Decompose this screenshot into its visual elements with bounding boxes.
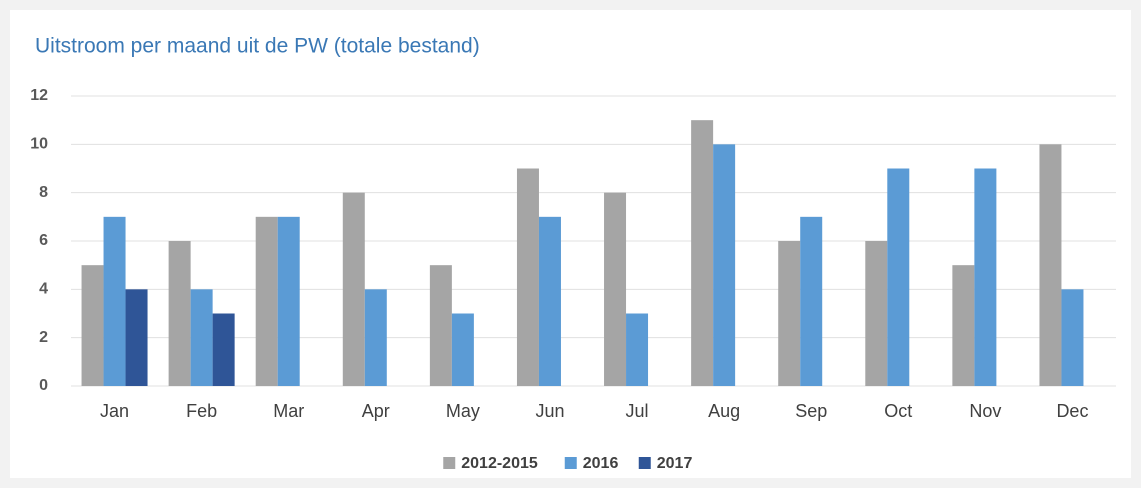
y-tick-label: 6 — [39, 232, 48, 249]
bar — [713, 144, 736, 386]
legend-swatch — [564, 457, 577, 469]
y-tick-label: 10 — [30, 136, 48, 153]
y-tick-label: 4 — [39, 281, 48, 298]
x-tick-label: Oct — [884, 401, 912, 421]
y-tick-label: 0 — [39, 377, 48, 394]
bar — [212, 313, 235, 386]
legend-label: 2017 — [657, 455, 693, 472]
bar — [168, 241, 191, 386]
bar — [778, 241, 801, 386]
bar — [255, 216, 278, 386]
x-tick-label: Apr — [362, 401, 390, 421]
bar — [538, 216, 561, 386]
bar — [626, 313, 649, 386]
bar — [800, 216, 823, 386]
x-tick-label: May — [446, 401, 480, 421]
x-tick-label: Jun — [535, 401, 564, 421]
bar — [451, 313, 474, 386]
x-tick-label: Feb — [186, 401, 217, 421]
legend-swatch — [638, 457, 651, 469]
bar — [1039, 144, 1062, 386]
bar — [516, 168, 539, 386]
legend-swatch — [443, 457, 456, 469]
legend-label: 2012-2015 — [461, 455, 538, 472]
y-tick-label: 12 — [30, 87, 48, 104]
bar — [691, 120, 714, 387]
bar — [190, 289, 213, 386]
bar — [952, 265, 975, 386]
legend-label: 2016 — [583, 455, 619, 472]
chart-title: Uitstroom per maand uit de PW (totale be… — [35, 35, 480, 58]
x-tick-label: Aug — [708, 401, 740, 421]
x-tick-label: Dec — [1056, 401, 1088, 421]
chart-panel — [10, 10, 1131, 478]
x-tick-label: Nov — [969, 401, 1001, 421]
bar — [865, 241, 888, 386]
bar — [81, 265, 104, 386]
x-tick-label: Jul — [626, 401, 649, 421]
bar — [103, 216, 126, 386]
y-tick-label: 2 — [39, 329, 48, 346]
bar — [277, 216, 300, 386]
x-tick-label: Sep — [795, 401, 827, 421]
bar — [1061, 289, 1084, 386]
y-tick-label: 8 — [39, 184, 48, 201]
bar — [429, 265, 452, 386]
bar — [364, 289, 387, 386]
bar — [125, 289, 148, 386]
bar — [604, 192, 627, 386]
bar — [974, 168, 997, 386]
bar — [887, 168, 910, 386]
bar — [342, 192, 365, 386]
x-tick-label: Jan — [100, 401, 129, 421]
x-tick-label: Mar — [273, 401, 304, 421]
